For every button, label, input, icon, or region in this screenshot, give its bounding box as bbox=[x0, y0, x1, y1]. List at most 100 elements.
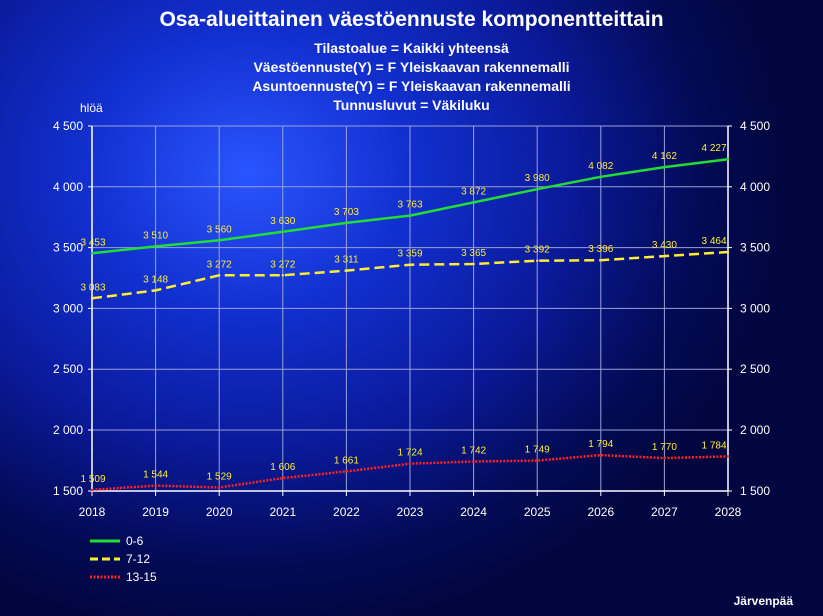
legend-item-7-12: 7-12 bbox=[90, 551, 210, 569]
data-label-13-15-2019: 1 544 bbox=[143, 470, 168, 481]
data-label-7-12-2027: 3 430 bbox=[652, 240, 677, 251]
data-label-7-12-2020: 3 272 bbox=[207, 259, 232, 270]
y-tick-label-left-1500: 1 500 bbox=[53, 484, 83, 498]
data-label-0-6-2027: 4 162 bbox=[652, 151, 677, 162]
data-point-13-15-2020 bbox=[218, 486, 221, 489]
x-tick-label-2026: 2026 bbox=[587, 505, 614, 519]
data-label-13-15-2025: 1 749 bbox=[525, 445, 550, 456]
x-tick-label-2022: 2022 bbox=[333, 505, 360, 519]
y-tick-label-right-3500: 3 500 bbox=[740, 241, 770, 255]
data-point-0-6-2019 bbox=[154, 245, 157, 248]
subtitle-housing-forecast: Asuntoennuste(Y) = F Yleiskaavan rakenne… bbox=[252, 78, 571, 94]
data-point-0-6-2026 bbox=[599, 175, 602, 179]
data-label-13-15-2027: 1 770 bbox=[652, 442, 677, 453]
data-point-13-15-2028 bbox=[726, 455, 730, 458]
data-point-0-6-2024 bbox=[472, 201, 475, 204]
legend-label-13-15: 13-15 bbox=[126, 570, 157, 584]
y-tick-label-right-2000: 2 000 bbox=[740, 423, 770, 437]
data-label-7-12-2022: 3 311 bbox=[334, 255, 359, 266]
data-point-13-15-2024 bbox=[472, 460, 475, 463]
data-point-13-15-2025 bbox=[536, 459, 539, 462]
data-point-0-6-2028 bbox=[726, 157, 730, 161]
data-point-7-12-2024 bbox=[472, 262, 475, 266]
data-label-7-12-2025: 3 392 bbox=[525, 245, 550, 256]
y-tick-label-right-4500: 4 500 bbox=[740, 119, 770, 133]
data-point-13-15-2027 bbox=[663, 456, 666, 460]
data-label-0-6-2018: 3 453 bbox=[80, 237, 105, 248]
legend-item-0-6: 0-6 bbox=[90, 533, 210, 551]
x-tick-label-2020: 2020 bbox=[206, 505, 233, 519]
data-label-0-6-2026: 4 082 bbox=[588, 161, 613, 172]
data-point-0-6-2025 bbox=[536, 188, 539, 191]
data-label-13-15-2020: 1 529 bbox=[207, 471, 232, 482]
data-label-13-15-2018: 1 509 bbox=[80, 474, 105, 485]
data-label-0-6-2028: 4 227 bbox=[701, 143, 726, 154]
y-tick-label-left-3000: 3 000 bbox=[53, 301, 83, 315]
data-point-7-12-2018 bbox=[90, 297, 94, 300]
y-tick-label-left-4000: 4 000 bbox=[53, 180, 83, 194]
data-point-0-6-2018 bbox=[90, 252, 94, 255]
data-label-7-12-2026: 3 396 bbox=[588, 244, 613, 255]
y-tick-label-left-4500: 4 500 bbox=[53, 119, 83, 133]
data-label-13-15-2028: 1 784 bbox=[701, 440, 726, 451]
y-tick-label-right-3000: 3 000 bbox=[740, 301, 770, 315]
y-axis-label: hlöä bbox=[80, 101, 103, 115]
legend-item-13-15: 13-15 bbox=[90, 569, 210, 587]
data-point-7-12-2026 bbox=[599, 259, 602, 262]
x-tick-label-2021: 2021 bbox=[269, 505, 296, 519]
data-label-13-15-2026: 1 794 bbox=[588, 439, 613, 450]
data-label-13-15-2023: 1 724 bbox=[397, 448, 422, 459]
data-label-13-15-2024: 1 742 bbox=[461, 445, 486, 456]
data-point-7-12-2022 bbox=[345, 269, 348, 272]
subtitle-indicator: Tunnusluvut = Väkiluku bbox=[333, 97, 490, 113]
data-point-0-6-2023 bbox=[408, 214, 412, 217]
data-label-7-12-2028: 3 464 bbox=[701, 236, 726, 247]
data-label-0-6-2024: 3 872 bbox=[461, 186, 486, 197]
data-label-0-6-2023: 3 763 bbox=[397, 200, 422, 211]
data-point-0-6-2022 bbox=[345, 221, 348, 225]
y-tick-label-left-2500: 2 500 bbox=[53, 362, 83, 376]
y-tick-label-left-2000: 2 000 bbox=[53, 423, 83, 437]
subtitle-area: Tilastoalue = Kaikki yhteensä bbox=[314, 40, 509, 56]
y-tick-label-right-2500: 2 500 bbox=[740, 362, 770, 376]
data-label-0-6-2022: 3 703 bbox=[334, 207, 359, 218]
data-point-13-15-2023 bbox=[408, 462, 412, 465]
data-point-0-6-2021 bbox=[281, 230, 284, 233]
y-tick-label-right-4000: 4 000 bbox=[740, 180, 770, 194]
chart-title: Osa-alueittainen väestöennuste komponent… bbox=[159, 8, 664, 31]
x-tick-label-2018: 2018 bbox=[79, 505, 106, 519]
x-tick-label-2023: 2023 bbox=[397, 505, 424, 519]
data-point-7-12-2020 bbox=[218, 274, 221, 277]
legend: 0-6 7-12 13-15 bbox=[90, 533, 210, 587]
data-label-7-12-2021: 3 272 bbox=[270, 259, 295, 270]
y-tick-label-left-3500: 3 500 bbox=[53, 241, 83, 255]
legend-label-0-6: 0-6 bbox=[126, 534, 144, 548]
data-point-13-15-2026 bbox=[599, 453, 602, 457]
data-label-13-15-2021: 1 606 bbox=[270, 462, 295, 473]
data-point-0-6-2027 bbox=[663, 165, 666, 169]
data-point-7-12-2027 bbox=[663, 254, 666, 258]
data-point-13-15-2018 bbox=[90, 488, 94, 492]
x-tick-label-2024: 2024 bbox=[460, 505, 487, 519]
data-point-7-12-2019 bbox=[154, 289, 157, 292]
y-tick-label-right-1500: 1 500 bbox=[740, 484, 770, 498]
data-label-7-12-2018: 3 083 bbox=[80, 282, 105, 293]
data-point-7-12-2021 bbox=[281, 274, 284, 277]
data-point-13-15-2021 bbox=[281, 476, 284, 480]
data-point-0-6-2020 bbox=[218, 239, 221, 242]
data-label-0-6-2025: 3 980 bbox=[525, 173, 550, 184]
data-point-7-12-2023 bbox=[408, 263, 412, 266]
data-point-13-15-2019 bbox=[154, 484, 157, 487]
data-point-7-12-2028 bbox=[726, 250, 730, 254]
legend-label-7-12: 7-12 bbox=[126, 552, 151, 566]
data-label-7-12-2019: 3 148 bbox=[143, 274, 168, 285]
data-label-13-15-2022: 1 661 bbox=[334, 455, 359, 466]
data-point-7-12-2025 bbox=[536, 259, 539, 262]
data-label-7-12-2024: 3 365 bbox=[461, 248, 486, 259]
x-tick-label-2028: 2028 bbox=[715, 505, 742, 519]
data-label-0-6-2021: 3 630 bbox=[270, 216, 295, 227]
data-label-7-12-2023: 3 359 bbox=[397, 249, 422, 260]
data-point-13-15-2022 bbox=[345, 470, 348, 473]
subtitle-population-forecast: Väestöennuste(Y) = F Yleiskaavan rakenne… bbox=[253, 59, 570, 75]
